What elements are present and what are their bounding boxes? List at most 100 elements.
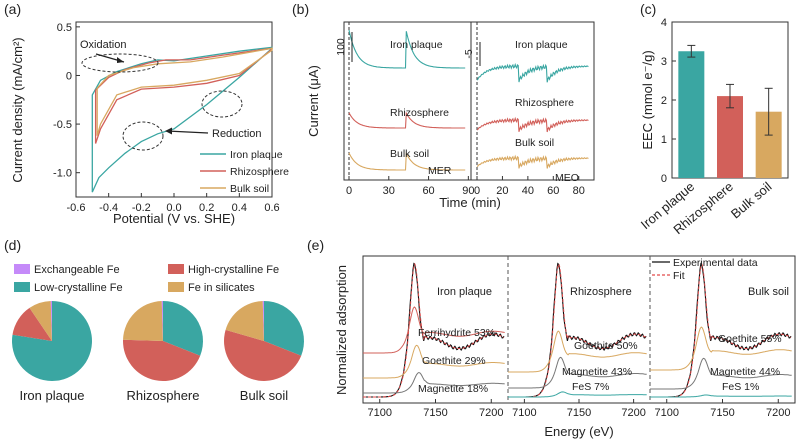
oxidation-circle <box>81 53 159 73</box>
reduction-circle-left <box>122 121 164 151</box>
a-ytick-label: 0.5 <box>57 22 72 34</box>
a-xtick-label: 0.4 <box>232 202 247 214</box>
annotation-reduction: Reduction <box>212 128 262 140</box>
a-xtick-label: 0.2 <box>199 202 214 214</box>
b-xtick-label: 30 <box>383 185 395 197</box>
legend-d-swatch-exch <box>14 264 30 274</box>
b-xtick-label: 60 <box>547 185 559 197</box>
panel-e-xlabel: Energy (eV) <box>544 424 613 439</box>
legend-a: Iron plaque Rhizosphere Bulk soil <box>200 149 289 195</box>
b-mode-meo: MEO <box>555 172 579 184</box>
panel-b: (b) 0 30 60 90 0 20 40 60 80 100 -5 Iron plaque … <box>292 1 595 210</box>
e-fit-curve <box>508 262 647 398</box>
legend-a-bulk: Bulk soil <box>230 183 269 195</box>
c-ytick-label: 2 <box>661 95 667 107</box>
b-trace-meo-bulk-soil <box>476 154 589 169</box>
pie-slice-high-crystalline-fe <box>224 329 302 381</box>
scalebar-right-label: -5 <box>463 49 475 58</box>
b-xtick-label: 0 <box>474 185 480 197</box>
a-ytick-label: -0.5 <box>53 119 72 131</box>
a-xtick-label: -0.4 <box>99 202 118 214</box>
pie-slice-high-crystalline-fe <box>12 307 53 341</box>
b-trace-mer-bulk-soil <box>348 151 466 171</box>
b-label-rhizo-right: Rhizosphere <box>515 97 574 109</box>
b-label-iron-right: Iron plaque <box>515 39 568 51</box>
e-title-bulk: Bulk soil <box>748 286 789 298</box>
e-comp-bulk-3: FeS 1% <box>722 381 759 393</box>
b-trace-meo-rhizosphere <box>476 116 589 133</box>
b-xtick-label: 0 <box>346 185 352 197</box>
a-xtick-label: 0.0 <box>166 202 181 214</box>
bar-rhizosphere <box>717 96 743 178</box>
e-component-curve <box>363 371 505 394</box>
c-ytick-label: 4 <box>661 17 667 29</box>
pie-label-rhizo: Rhizosphere <box>127 388 200 403</box>
legend-e-fit: Fit <box>673 270 685 282</box>
e-xtick-label: 7100 <box>367 407 391 419</box>
e-component-curve <box>363 306 505 354</box>
c-ytick-label: 1 <box>661 134 667 146</box>
reduction-arrow <box>166 130 209 134</box>
e-comp-rhizo-1: Goethite 50% <box>574 340 638 352</box>
e-xtick-label: 7150 <box>567 407 591 419</box>
a-ytick-label: -1.0 <box>53 168 72 180</box>
panel-e-ylabel: Normalized adsorption <box>334 265 349 395</box>
legend-a-rhizo: Rhizosphere <box>230 166 289 178</box>
pie-slice-fe-in-silicates <box>123 301 163 341</box>
panel-b-frame <box>343 21 595 181</box>
legend-e-exp: Experimental data <box>673 257 758 269</box>
b-xtick-label: 80 <box>573 185 585 197</box>
legend-d-exch: Exchangeable Fe <box>34 264 120 276</box>
reduction-circle-right <box>201 90 243 118</box>
e-comp-iron-1: Ferrihydrite 53% <box>418 327 495 339</box>
b-xtick-label: 90 <box>462 185 474 197</box>
e-xtick-label: 7150 <box>423 407 447 419</box>
e-comp-rhizo-3: FeS 7% <box>572 381 609 393</box>
e-comp-rhizo-2: Magnetite 43% <box>562 366 632 378</box>
legend-d-swatch-high <box>168 264 184 274</box>
panel-c-label: (c) <box>640 1 656 17</box>
b-label-rhizo-left: Rhizosphere <box>390 107 449 119</box>
panel-c-ylabel: EEC (mmol e⁻/g) <box>640 50 655 149</box>
a-xtick-label: 0.6 <box>264 202 279 214</box>
e-component-curve <box>508 391 647 398</box>
b-trace-meo-iron-plaque <box>476 62 589 83</box>
pie-slice-high-crystalline-fe <box>123 339 201 381</box>
e-comp-iron-2: Goethite 29% <box>422 355 486 367</box>
panel-b-ylabel: Current (μA) <box>306 65 321 137</box>
legend-d-sil: Fe in silicates <box>188 282 255 294</box>
e-title-iron: Iron plaque <box>437 286 492 298</box>
a-ytick-label: 0 <box>66 70 72 82</box>
b-xtick-label: 20 <box>496 185 508 197</box>
panel-b-label: (b) <box>292 1 309 17</box>
e-comp-bulk-1: Goethite 55% <box>718 333 782 345</box>
cv-series-bulk-soil <box>96 47 273 136</box>
e-component-curve <box>650 357 792 390</box>
a-xtick-label: -0.6 <box>67 202 86 214</box>
e-fit-curve <box>650 262 792 398</box>
e-component-curve <box>508 356 647 389</box>
pie-label-bulk: Bulk soil <box>240 388 289 403</box>
pie-slice-low-crystalline-fe <box>264 301 304 356</box>
panel-b-xlabel: Time (min) <box>439 195 501 210</box>
pie-slice-low-crystalline-fe <box>163 301 203 356</box>
e-component-curve <box>650 326 792 371</box>
b-xtick-label: 60 <box>422 185 434 197</box>
pie-slice-exchangeable-fe <box>50 301 52 341</box>
e-fit-curve <box>363 262 505 398</box>
annotation-oxidation: Oxidation <box>80 39 126 51</box>
panel-d: (d) Exchangeable Fe High-crystalline Fe … <box>4 237 304 403</box>
e-comp-iron-3: Magnetite 18% <box>418 383 488 395</box>
panel-a-label: (a) <box>4 1 21 17</box>
b-label-bulk-left: Bulk soil <box>390 148 429 160</box>
panel-a-xlabel: Potential (V vs. SHE) <box>113 211 235 226</box>
pie-slice-exchangeable-fe <box>262 301 264 341</box>
c-category-label: Bulk soil <box>728 179 775 222</box>
legend-d-swatch-sil <box>168 282 184 292</box>
e-xtick-label: 7100 <box>654 407 678 419</box>
panel-e: (e) 7100 7150 7200 7100 7150 7200 7100 7150 7200… <box>307 237 796 439</box>
e-component-curve <box>650 394 792 398</box>
legend-d-low: Low-crystalline Fe <box>34 282 123 294</box>
panel-e-label: (e) <box>307 237 324 253</box>
